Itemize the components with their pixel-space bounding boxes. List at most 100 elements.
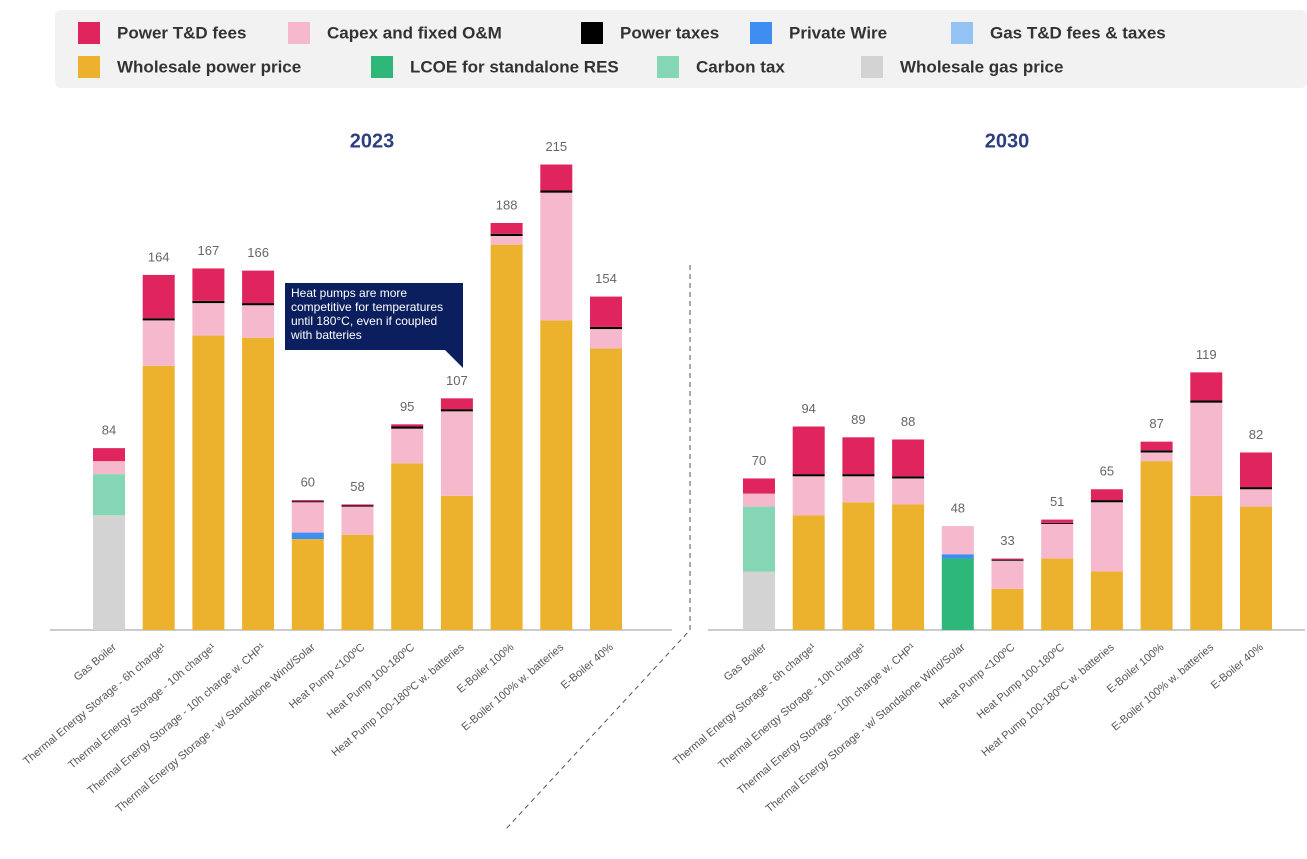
bar-segment	[341, 534, 374, 630]
bar-segment	[1190, 372, 1223, 401]
bar-segment	[540, 164, 573, 191]
legend-swatch	[951, 22, 973, 44]
bar-segment	[93, 461, 125, 475]
bar-segment	[842, 437, 875, 475]
x-tick-label: Gas Boiler	[72, 641, 119, 683]
bar-segment	[991, 558, 1024, 560]
total-label: 188	[496, 197, 518, 212]
x-tick-label: E-Boiler 100% w. batteries	[1110, 641, 1217, 733]
bar-segment	[1041, 523, 1074, 559]
total-label: 65	[1100, 464, 1114, 479]
bar-segment	[743, 493, 775, 507]
total-label: 166	[247, 245, 269, 260]
bar-segment	[941, 526, 974, 555]
bar-segment	[192, 300, 225, 304]
annotation-text: Heat pumps are more competitive for temp…	[291, 286, 444, 342]
bar-segment	[991, 588, 1024, 630]
legend-label: Wholesale gas price	[900, 57, 1063, 76]
total-label: 84	[102, 423, 116, 438]
bar-segment	[590, 329, 622, 349]
total-label: 89	[851, 412, 865, 427]
bar-segment	[1090, 500, 1123, 503]
bar-segment	[1240, 452, 1272, 488]
bar-segment	[1041, 558, 1074, 630]
x-tick-label: E-Boiler 40%	[1209, 641, 1266, 692]
legend-label: Power taxes	[620, 23, 719, 42]
total-label: 70	[752, 453, 766, 468]
x-tick-label: Heat Pump 100-180ºC	[975, 641, 1067, 721]
x-tick-label: E-Boiler 40%	[559, 641, 616, 692]
bar-segment	[142, 274, 175, 319]
bar-segment	[1041, 519, 1074, 523]
bar-segment	[142, 365, 175, 630]
bar-segment	[1140, 450, 1173, 453]
bar-segment	[743, 571, 775, 630]
bar-segment	[93, 448, 125, 462]
legend-label: Private Wire	[789, 23, 887, 42]
total-label: 164	[148, 249, 170, 264]
bar-segment	[192, 268, 225, 301]
bar-segment	[1140, 441, 1173, 451]
legend-swatch	[288, 22, 310, 44]
bar-segment	[792, 476, 825, 516]
bar-segment	[1090, 489, 1123, 501]
legend-label: Gas T&D fees & taxes	[990, 23, 1166, 42]
bar-segment	[1240, 487, 1272, 490]
total-label: 88	[901, 414, 915, 429]
bar-segment	[892, 478, 925, 505]
bar-segment	[242, 305, 275, 338]
legend-swatch	[861, 56, 883, 78]
bar-segment	[941, 558, 974, 630]
bar-segment	[1090, 571, 1123, 630]
total-label: 87	[1149, 416, 1163, 431]
legend-label: Capex and fixed O&M	[327, 23, 502, 42]
bar-segment	[440, 398, 473, 410]
bar-segment	[792, 515, 825, 630]
legend-label: Wholesale power price	[117, 57, 301, 76]
bar-segment	[291, 532, 324, 540]
legend-swatch	[657, 56, 679, 78]
bar-segment	[743, 506, 775, 572]
total-label: 82	[1249, 427, 1263, 442]
bar-segment	[391, 428, 424, 464]
bar-segment	[1190, 402, 1223, 496]
bar-segment	[291, 539, 324, 630]
bar-segment	[1140, 452, 1173, 462]
annotation: Heat pumps are more competitive for temp…	[291, 286, 444, 342]
bar-segment	[490, 235, 523, 245]
bar-segment	[590, 296, 622, 327]
total-label: 167	[198, 243, 220, 258]
total-label: 94	[801, 401, 815, 416]
total-label: 215	[545, 139, 567, 154]
bar-segment	[792, 474, 825, 477]
bar-segment	[93, 515, 125, 630]
bar-segment	[941, 554, 974, 559]
bar-segment	[142, 318, 175, 321]
total-label: 119	[1196, 347, 1217, 362]
bar-segment	[892, 439, 925, 477]
x-tick-label: Gas Boiler	[722, 641, 769, 683]
bar-segment	[291, 500, 324, 502]
legend-swatch	[581, 22, 603, 44]
bar-segment	[991, 560, 1024, 589]
bar-segment	[842, 502, 875, 630]
bar-segment	[991, 559, 1024, 561]
bar-segment	[341, 506, 374, 535]
legend-box	[55, 10, 1307, 88]
annotation-box	[285, 283, 463, 368]
panel-title: 2030	[985, 130, 1030, 152]
x-tick-label: Heat Pump 100-180ºC	[325, 641, 417, 721]
bar-segment	[1240, 489, 1272, 507]
legend-label: Power T&D fees	[117, 23, 246, 42]
bar-segment	[1190, 495, 1223, 630]
bar-segment	[540, 320, 573, 630]
total-label: 95	[400, 399, 414, 414]
total-label: 33	[1000, 533, 1014, 548]
bar-segment	[391, 426, 424, 429]
bar-segment	[291, 501, 324, 503]
bar-segment	[590, 348, 622, 630]
legend-swatch	[371, 56, 393, 78]
bar-segment	[892, 476, 925, 479]
x-tick-label: Thermal Energy Storage - 10h charge w. C…	[85, 641, 268, 797]
